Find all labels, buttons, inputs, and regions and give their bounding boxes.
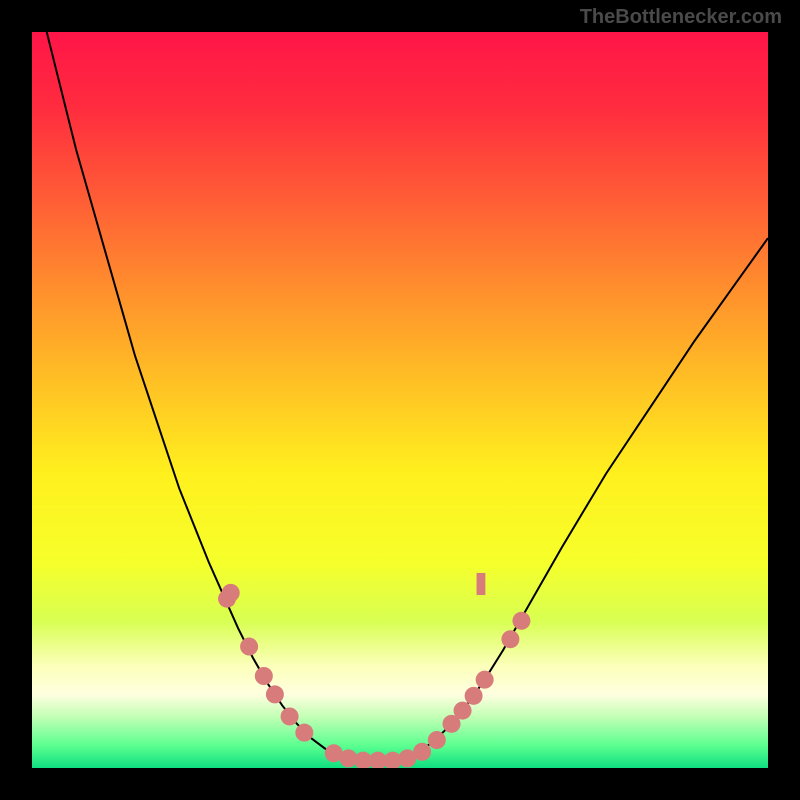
data-marker bbox=[266, 685, 284, 703]
data-marker bbox=[413, 743, 431, 761]
data-marker bbox=[281, 707, 299, 725]
watermark-text: TheBottlenecker.com bbox=[580, 6, 782, 29]
data-marker bbox=[240, 638, 258, 656]
plot-area bbox=[32, 32, 768, 768]
data-marker bbox=[476, 671, 494, 689]
data-marker bbox=[465, 687, 483, 705]
data-marker bbox=[295, 724, 313, 742]
data-marker bbox=[428, 731, 446, 749]
data-tick bbox=[477, 573, 486, 595]
data-marker bbox=[512, 612, 530, 630]
chart-overlay bbox=[32, 32, 768, 768]
bottleneck-curve bbox=[47, 32, 768, 761]
data-marker bbox=[501, 630, 519, 648]
data-marker bbox=[255, 667, 273, 685]
data-marker bbox=[454, 702, 472, 720]
data-marker bbox=[222, 584, 240, 602]
chart-container: TheBottlenecker.com bbox=[0, 0, 800, 800]
